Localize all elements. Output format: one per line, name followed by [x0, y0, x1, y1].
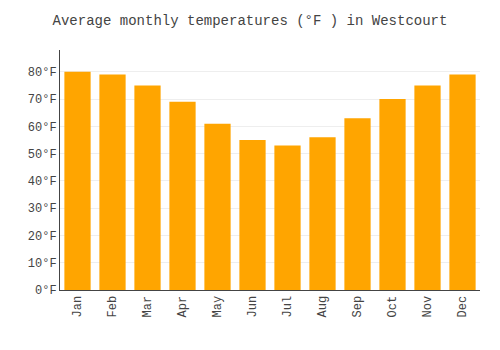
svg-text:Oct: Oct [386, 296, 400, 318]
svg-text:80°F: 80°F [28, 66, 57, 80]
svg-text:Jan: Jan [71, 296, 85, 318]
svg-text:50°F: 50°F [28, 148, 57, 162]
svg-text:Jul: Jul [281, 296, 295, 318]
svg-text:Apr: Apr [176, 296, 190, 318]
svg-text:Mar: Mar [141, 296, 155, 318]
svg-text:Nov: Nov [421, 296, 435, 318]
svg-text:10°F: 10°F [28, 257, 57, 271]
svg-text:30°F: 30°F [28, 202, 57, 216]
svg-text:60°F: 60°F [28, 121, 57, 135]
svg-text:May: May [211, 296, 225, 318]
svg-text:0°F: 0°F [35, 284, 57, 298]
svg-text:Aug: Aug [316, 296, 330, 318]
svg-text:Feb: Feb [106, 296, 120, 318]
svg-text:Jun: Jun [246, 296, 260, 318]
svg-text:20°F: 20°F [28, 230, 57, 244]
svg-text:70°F: 70°F [28, 93, 57, 107]
svg-text:Average monthly temperatures (: Average monthly temperatures (°F ) in We… [53, 13, 448, 29]
svg-text:Sep: Sep [351, 296, 365, 318]
svg-text:40°F: 40°F [28, 175, 57, 189]
svg-text:Dec: Dec [456, 296, 470, 318]
